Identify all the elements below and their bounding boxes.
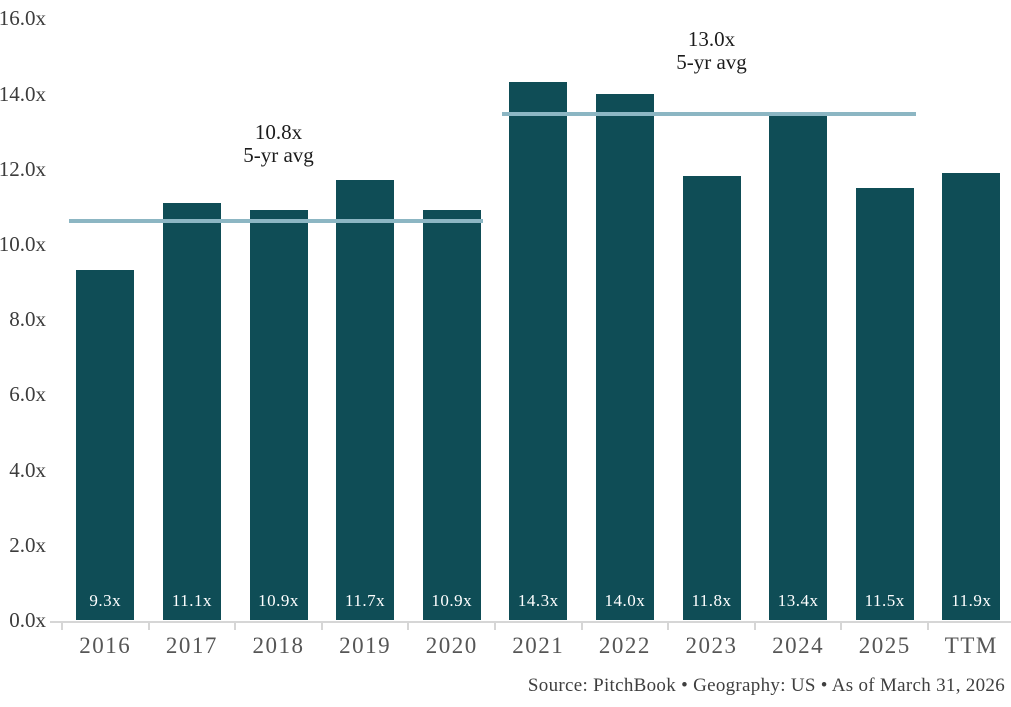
x-axis-tick bbox=[407, 622, 410, 630]
y-axis-label: 16.0x bbox=[0, 6, 46, 31]
bar-2022: 14.0x bbox=[595, 93, 654, 620]
x-axis-tick bbox=[927, 622, 929, 630]
y-axis-label: 12.0x bbox=[0, 156, 46, 181]
x-axis-tick bbox=[494, 622, 496, 630]
bar-value-label: 10.9x bbox=[431, 591, 473, 610]
x-axis-label-2018: 2018 bbox=[252, 633, 305, 658]
y-axis-label: 2.0x bbox=[9, 532, 46, 557]
y-axis-label: 4.0x bbox=[9, 457, 46, 482]
y-axis-label: 14.0x bbox=[0, 81, 46, 106]
bar-2016: 9.3x bbox=[76, 270, 135, 620]
x-axis-tick bbox=[320, 622, 323, 630]
bar-value-label: 13.4x bbox=[777, 591, 819, 610]
x-axis-label-2016: 2016 bbox=[79, 633, 132, 658]
x-axis-tick bbox=[234, 622, 237, 630]
average-annotation: 13.0x 5-yr avg bbox=[676, 28, 747, 74]
x-axis-label-2020: 2020 bbox=[425, 633, 478, 658]
x-axis-label-2019: 2019 bbox=[339, 633, 392, 658]
bar-2021: 14.3x bbox=[509, 82, 568, 620]
average-annotation: 10.8x 5-yr avg bbox=[243, 119, 314, 167]
bar-2025: 11.5x bbox=[855, 187, 914, 620]
bar-value-label: 11.1x bbox=[171, 591, 212, 610]
y-axis-label: 8.0x bbox=[9, 307, 46, 332]
bar-2024: 13.4x bbox=[769, 116, 828, 620]
y-axis-label: 10.0x bbox=[0, 232, 46, 256]
x-axis-tick bbox=[147, 622, 150, 630]
x-axis-label-2017: 2017 bbox=[165, 633, 218, 658]
x-axis-line bbox=[50, 621, 1011, 623]
x-axis-tick bbox=[580, 622, 583, 630]
bar-value-label: 11.7x bbox=[345, 591, 386, 610]
average-value-label: 10.8x bbox=[254, 119, 303, 144]
bar-value-label: 11.5x bbox=[864, 591, 905, 610]
x-axis-tick bbox=[61, 622, 63, 630]
x-axis-tick bbox=[840, 622, 843, 630]
bar-value-label: 11.9x bbox=[951, 591, 992, 610]
x-axis-tick bbox=[753, 622, 756, 630]
average-value-label: 13.0x bbox=[687, 27, 736, 52]
bar-value-label: 10.9x bbox=[258, 591, 299, 610]
y-axis-label: 6.0x bbox=[9, 382, 46, 407]
x-axis-label-2023: 2023 bbox=[685, 633, 738, 658]
x-axis-label-ttm: TTM bbox=[944, 633, 998, 658]
x-axis-label-2022: 2022 bbox=[598, 633, 651, 658]
average-sublabel: 5-yr avg bbox=[676, 50, 747, 75]
bar-2023: 11.8x bbox=[682, 176, 741, 620]
x-axis-label-2021: 2021 bbox=[512, 633, 565, 658]
x-axis-label-2025: 2025 bbox=[858, 633, 911, 658]
x-axis-tick bbox=[667, 622, 670, 630]
average-sublabel: 5-yr avg bbox=[243, 142, 314, 167]
average-line bbox=[502, 112, 916, 117]
bar-2019: 11.7x bbox=[336, 180, 395, 620]
bar-ttm: 11.9x bbox=[942, 172, 1001, 620]
average-line bbox=[69, 218, 483, 223]
source-note: Source: PitchBook • Geography: US • As o… bbox=[527, 675, 1005, 696]
y-axis-label: 0.0x bbox=[9, 608, 46, 632]
bar-value-label: 14.0x bbox=[604, 591, 646, 610]
bar-2017: 11.1x bbox=[162, 202, 221, 620]
bar-value-label: 9.3x bbox=[89, 591, 122, 610]
bar-2018: 10.9x bbox=[249, 210, 308, 620]
x-axis-label-2024: 2024 bbox=[772, 633, 825, 658]
bar-value-label: 14.3x bbox=[517, 591, 559, 610]
bar-value-label: 11.8x bbox=[691, 591, 732, 610]
bar-2020: 10.9x bbox=[422, 210, 481, 620]
